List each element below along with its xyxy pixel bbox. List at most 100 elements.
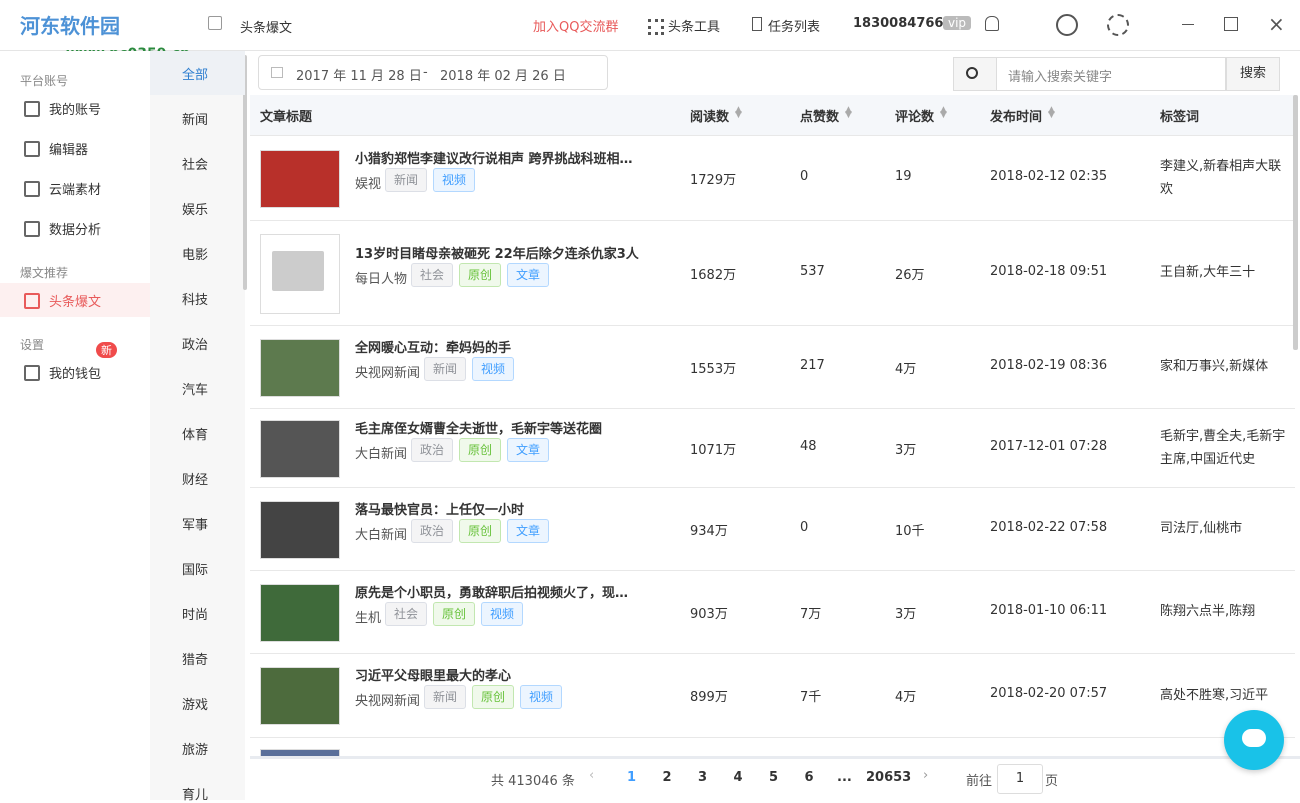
reads: 934万	[690, 523, 728, 539]
category[interactable]: 社会	[182, 158, 209, 173]
category[interactable]: 电影	[182, 248, 209, 263]
page-number[interactable]: 6	[804, 770, 814, 785]
article-title[interactable]: 原先是个小职员，勇敢辞职后拍视频火了，现…	[355, 585, 629, 601]
reads: 1071万	[690, 442, 737, 458]
tools-link[interactable]: 头条工具	[668, 20, 721, 35]
search-button[interactable]: 搜索	[1226, 57, 1280, 91]
page-input[interactable]: 1	[997, 764, 1043, 794]
column-header[interactable]: 评论数	[895, 110, 935, 125]
logo-text: 河东软件园	[20, 14, 120, 38]
sort-icon: ▲ ▼	[735, 105, 742, 120]
article-tag: 原创	[459, 437, 502, 462]
search-input[interactable]	[996, 57, 1226, 91]
sidebar-item[interactable]: 头条爆文	[49, 295, 102, 310]
bell-icon[interactable]	[985, 16, 999, 31]
last-page[interactable]: 20653	[866, 770, 912, 785]
item-icon	[24, 221, 40, 237]
category[interactable]: 娱乐	[182, 203, 209, 218]
article-tag: 原创	[472, 685, 515, 709]
category[interactable]: 育儿	[182, 788, 209, 803]
sidebar-item[interactable]: 数据分析	[49, 223, 102, 238]
home-icon	[208, 16, 222, 30]
category[interactable]: 时尚	[182, 608, 209, 623]
sidebar-item[interactable]: 云端素材	[49, 183, 102, 198]
goto-label: 前往	[966, 774, 993, 789]
article-source: 大白新闻	[355, 446, 408, 462]
column-header[interactable]: 点赞数	[800, 110, 840, 125]
category[interactable]: 军事	[182, 518, 209, 533]
active-category	[150, 51, 245, 95]
help-icon[interactable]	[1056, 14, 1078, 36]
keywords: 家和万事兴,新媒体	[1160, 359, 1269, 374]
minimize[interactable]	[1182, 24, 1194, 25]
category[interactable]: 政治	[182, 338, 209, 353]
thumbnail	[260, 667, 340, 725]
category[interactable]: 体育	[182, 428, 209, 443]
article-title[interactable]: 小猎豹郑恺李建议改行说相声 跨界挑战科班相…	[355, 151, 633, 167]
prev-page[interactable]: ‹	[589, 768, 595, 783]
comments: 26万	[895, 267, 925, 283]
item-icon	[24, 141, 40, 157]
item-icon	[24, 365, 40, 381]
thumbnail	[260, 149, 340, 208]
column-header[interactable]: 发布时间	[990, 110, 1043, 125]
table-scroll	[1293, 95, 1298, 350]
category[interactable]: 国际	[182, 563, 209, 578]
close[interactable]: ×	[1268, 12, 1285, 36]
category[interactable]: 财经	[182, 473, 209, 488]
item-icon	[24, 293, 40, 309]
sidebar-item[interactable]: 编辑器	[49, 143, 89, 158]
article-title[interactable]: 全网暖心互动：牵妈妈的手	[355, 340, 512, 356]
comments: 10千	[895, 523, 925, 539]
section-title: 爆文推荐	[20, 266, 69, 280]
article-tag: 视频	[481, 601, 524, 626]
page-number[interactable]: 4	[733, 770, 743, 785]
publish-time: 2018-02-22 07:58	[990, 519, 1108, 535]
likes: 7万	[800, 606, 822, 622]
comments: 3万	[895, 442, 917, 458]
page-number[interactable]: 1	[627, 770, 637, 785]
article-title[interactable]: 落马最快官员：上任仅一小时	[355, 502, 525, 518]
keywords: 毛新宇,曹全夫,毛新宇主席,中国近代史	[1160, 428, 1286, 467]
sidebar-item[interactable]: 我的钱包	[49, 367, 102, 382]
thumbnail	[260, 338, 340, 397]
article-title[interactable]: 毛主席侄女婿曹全夫逝世，毛新宇等送花圈	[355, 421, 603, 437]
table-row	[250, 408, 1295, 488]
comments: 19	[895, 168, 912, 184]
article-tag: 政治	[411, 518, 454, 543]
sidebar-item[interactable]: 我的账号	[49, 103, 102, 118]
table-row	[250, 653, 1295, 738]
maximize[interactable]	[1224, 17, 1238, 31]
page-number[interactable]: 5	[769, 770, 779, 785]
chat-icon	[1242, 729, 1266, 747]
qq-link[interactable]: 加入QQ交流群	[533, 20, 619, 35]
date-picker[interactable]	[258, 55, 608, 90]
article-tag: 新闻	[385, 167, 428, 192]
category[interactable]: 汽车	[182, 383, 209, 398]
page-number[interactable]: 3	[698, 770, 708, 785]
category[interactable]: 游戏	[182, 698, 209, 713]
next-page[interactable]: ›	[923, 768, 929, 783]
page-number[interactable]: 2	[662, 770, 672, 785]
category[interactable]: 新闻	[182, 113, 209, 128]
tasks-link[interactable]: 任务列表	[768, 20, 821, 35]
column-header[interactable]: 阅读数	[690, 110, 730, 125]
date-end: 2018 年 02 月 26 日	[440, 69, 566, 84]
keywords: 王自新,大年三十	[1160, 265, 1256, 280]
category[interactable]: 科技	[182, 293, 209, 308]
table-row	[250, 220, 1295, 326]
category[interactable]: 猎奇	[182, 653, 209, 668]
article-source: 生机	[355, 610, 382, 626]
settings-icon[interactable]	[1107, 14, 1129, 36]
article-title[interactable]: 习近平父母眼里最大的孝心	[355, 669, 512, 684]
keywords: 司法厅,仙桃市	[1160, 521, 1243, 536]
search-glass	[966, 67, 978, 79]
category[interactable]: 旅游	[182, 743, 209, 758]
keywords: 陈翔六点半,陈翔	[1160, 604, 1256, 619]
category[interactable]: 全部	[182, 68, 209, 83]
article-title[interactable]: 13岁时目睹母亲被砸死 22年后除夕连杀仇家3人	[355, 246, 639, 262]
article-tag: 原创	[459, 518, 502, 543]
date-start: 2017 年 11 月 28 日	[296, 69, 422, 84]
phone: 18300847660	[853, 16, 953, 31]
